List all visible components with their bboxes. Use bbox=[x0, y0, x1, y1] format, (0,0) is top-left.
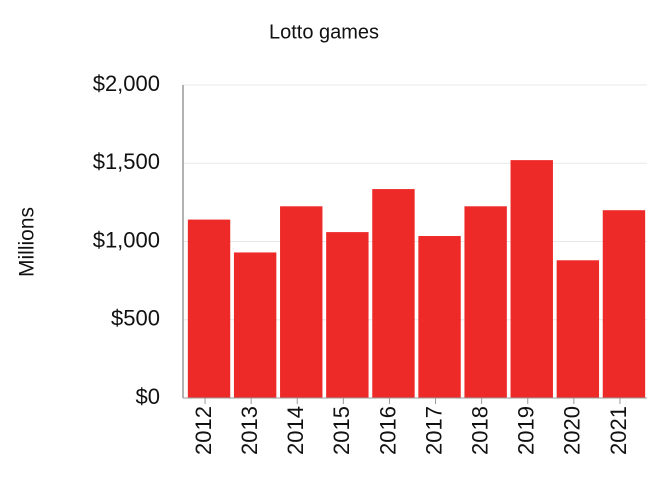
x-tick-label: 2016 bbox=[375, 406, 400, 455]
x-tick-label: 2019 bbox=[514, 406, 539, 455]
bar bbox=[602, 210, 646, 398]
x-tick-label: 2014 bbox=[283, 406, 308, 455]
x-tick-label: 2013 bbox=[237, 406, 262, 455]
bar bbox=[464, 206, 507, 398]
x-tick-label: 2018 bbox=[467, 406, 492, 455]
bar bbox=[187, 219, 231, 398]
y-tick-label: $2,000 bbox=[93, 71, 160, 96]
y-tick-label: $1,000 bbox=[93, 227, 160, 252]
x-tick-label: 2012 bbox=[191, 406, 216, 455]
x-tick-label: 2015 bbox=[329, 406, 354, 455]
bar bbox=[280, 206, 323, 398]
bar bbox=[556, 260, 600, 398]
y-tick-label: $0 bbox=[136, 384, 160, 409]
bar bbox=[326, 232, 369, 398]
x-tick-label: 2017 bbox=[421, 406, 446, 455]
chart-title: Lotto games bbox=[269, 21, 379, 43]
x-tick-label: 2021 bbox=[606, 406, 631, 455]
y-tick-label: $500 bbox=[111, 306, 160, 331]
y-axis-label: Millions bbox=[16, 207, 39, 277]
x-tick-label: 2020 bbox=[560, 406, 585, 455]
bar bbox=[510, 160, 553, 398]
bar bbox=[233, 252, 277, 398]
bar bbox=[372, 189, 415, 398]
y-tick-label: $1,500 bbox=[93, 149, 160, 174]
bar bbox=[418, 236, 461, 398]
